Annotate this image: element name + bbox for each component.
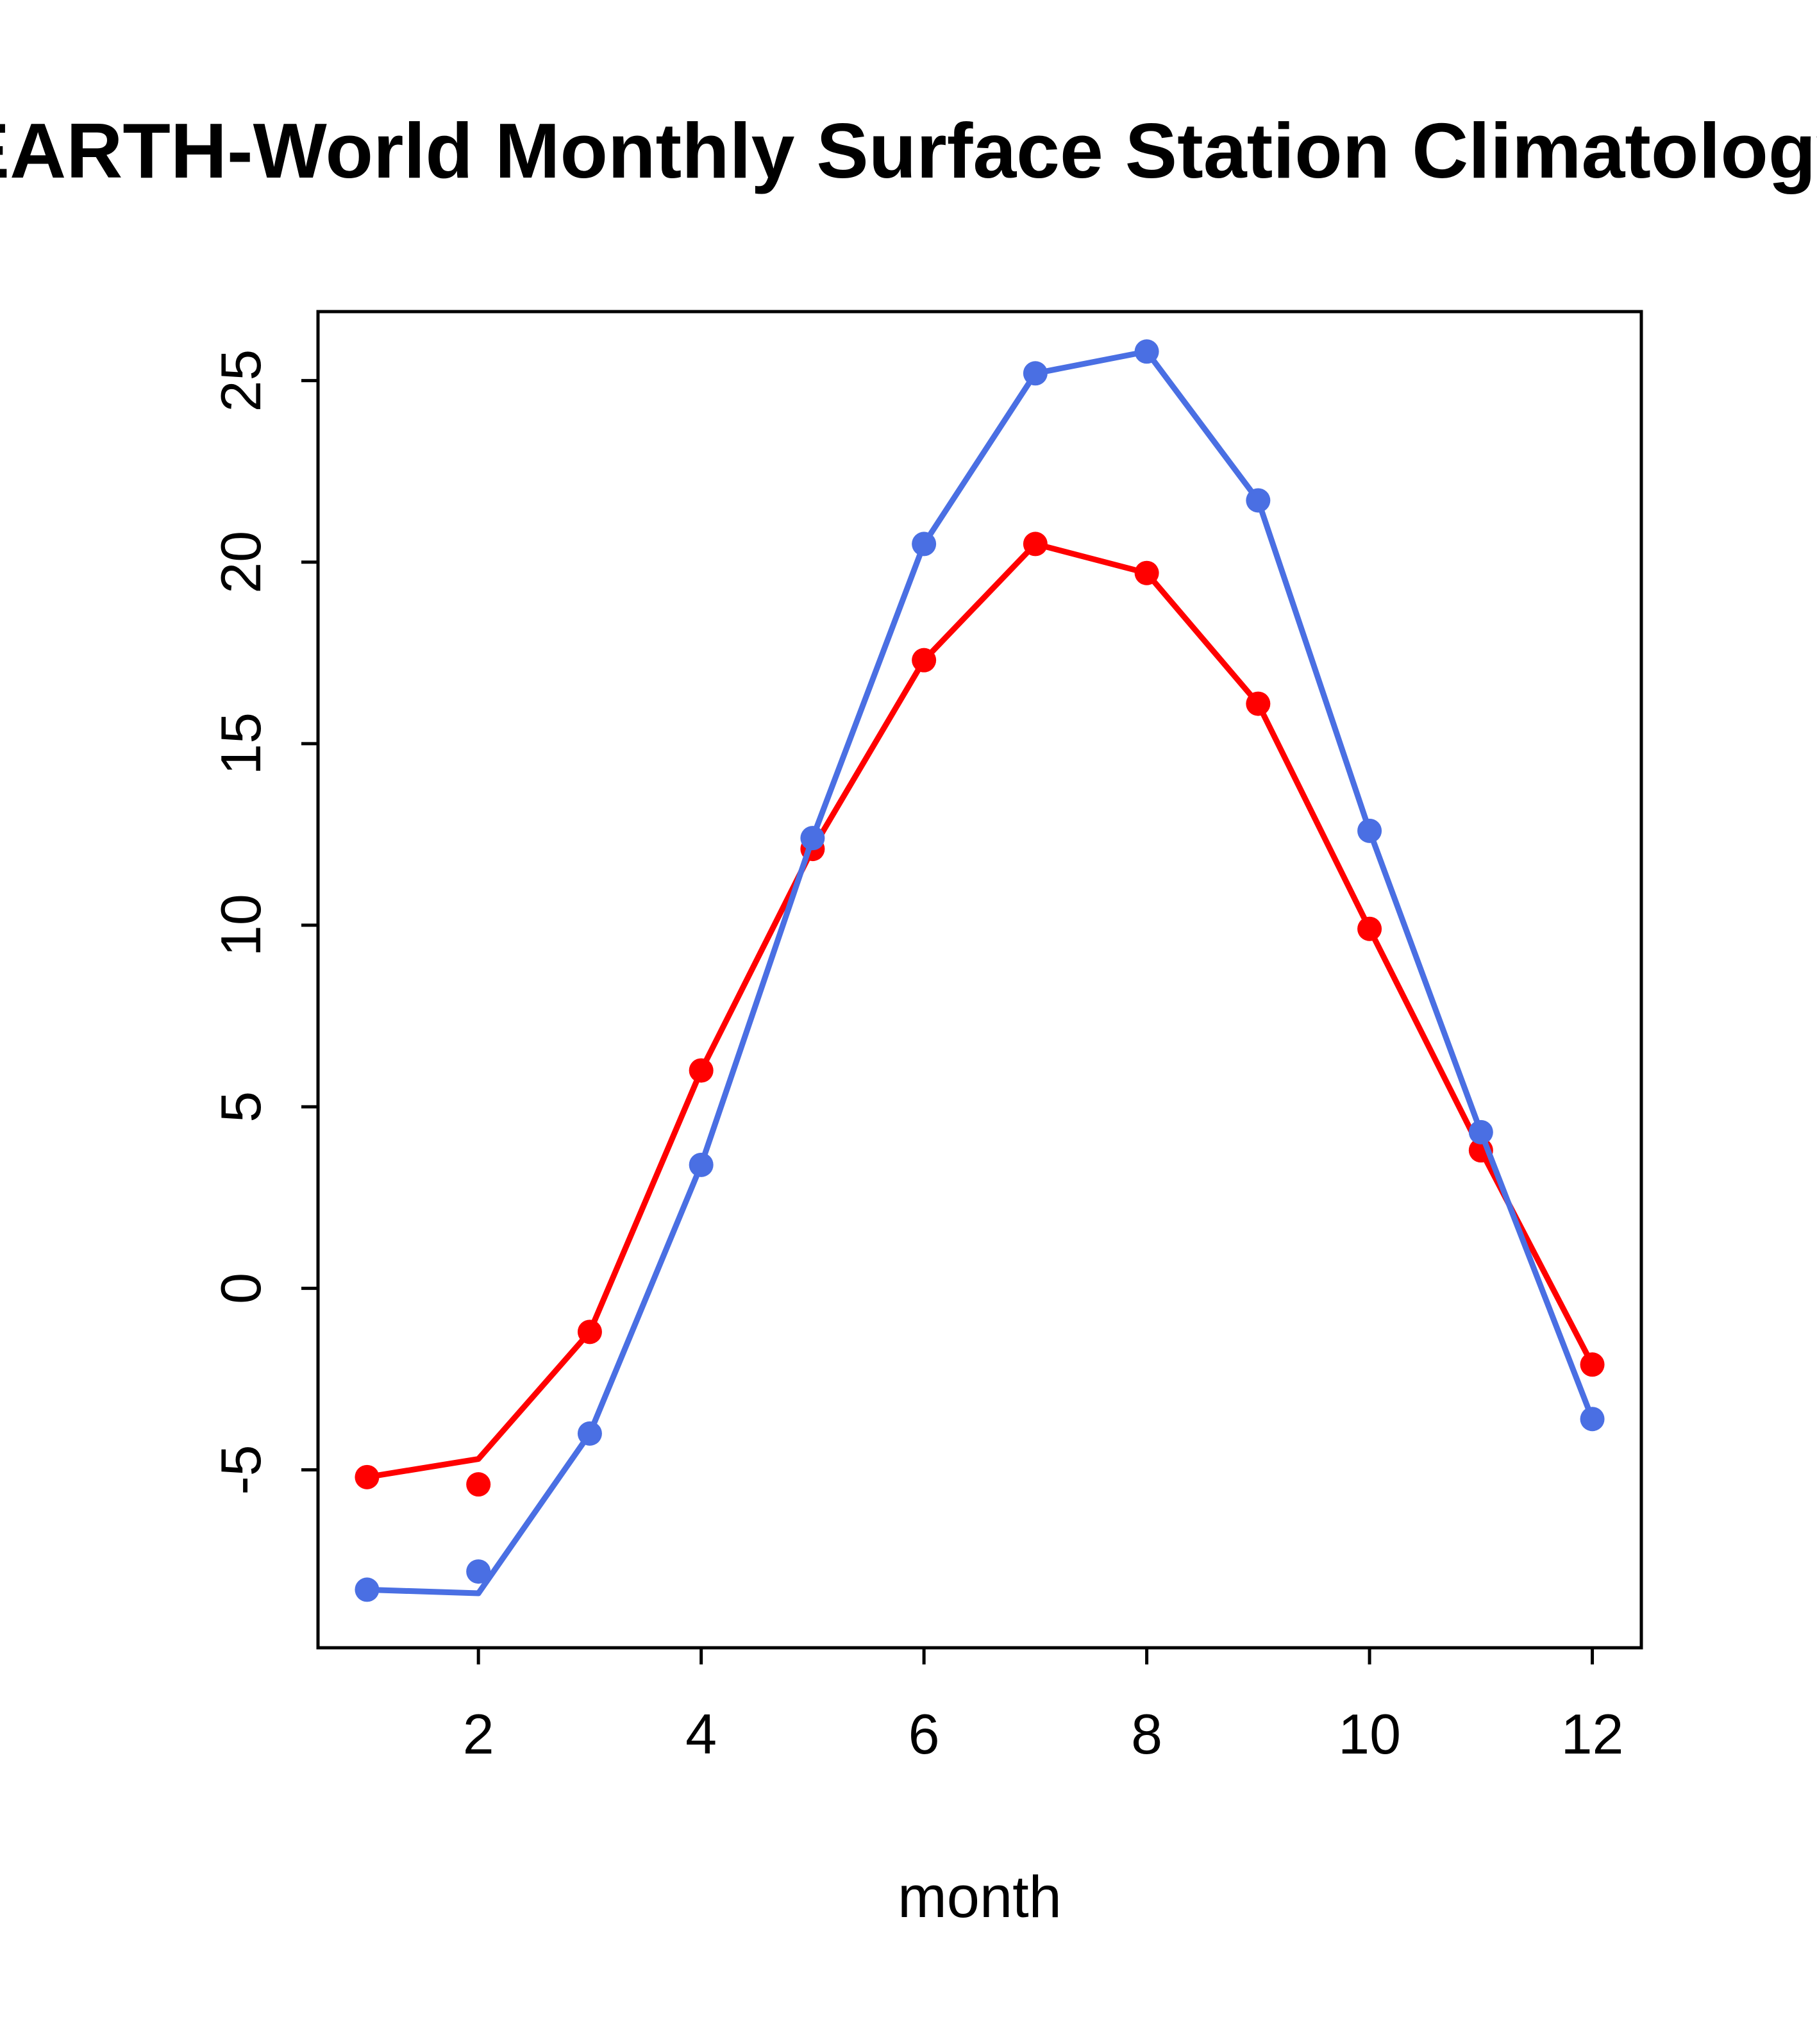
blue-series-line: [364, 348, 1596, 1596]
y-tick-label: 20: [209, 531, 272, 594]
y-tick-label: 25: [209, 349, 272, 412]
blue-series-point: [689, 1152, 714, 1177]
blue-series-point: [1468, 1119, 1493, 1144]
blue-series-point: [1580, 1407, 1605, 1432]
x-tick-label: 12: [1561, 1702, 1624, 1766]
y-tick-label: 5: [209, 1091, 272, 1123]
blue-series-point: [800, 826, 825, 851]
y-tick-label: 15: [209, 712, 272, 775]
red-series-point: [1134, 560, 1159, 585]
red-series-point: [912, 648, 937, 673]
blue-series-point: [577, 1421, 602, 1446]
red-series-point: [1023, 532, 1048, 557]
chart-title: EARTH-World Monthly Surface Station Clim…: [0, 107, 1817, 194]
red-series-point: [1580, 1352, 1605, 1377]
red-series-point: [1246, 691, 1271, 716]
blue-series-point: [1357, 818, 1382, 843]
y-tick-label: 10: [209, 894, 272, 957]
blue-series-point: [912, 532, 937, 557]
x-tick-label: 2: [463, 1702, 494, 1766]
blue-series-point: [355, 1577, 380, 1602]
y-tick-label: 0: [209, 1273, 272, 1304]
blue-series-point: [466, 1559, 491, 1584]
red-series-point: [466, 1472, 491, 1497]
x-tick-label: 10: [1338, 1702, 1401, 1766]
y-tick-label: -5: [209, 1445, 272, 1495]
red-series-line: [364, 540, 1596, 1480]
red-series-point: [355, 1464, 380, 1489]
blue-series-point: [1246, 488, 1271, 513]
red-series-point: [689, 1058, 714, 1083]
red-series-point: [1357, 916, 1382, 941]
x-tick-label: 8: [1131, 1702, 1162, 1766]
x-tick-label: 6: [908, 1702, 940, 1766]
blue-series-point: [1023, 361, 1048, 386]
blue-series-point: [1134, 339, 1159, 364]
plot-box: [316, 310, 1643, 1650]
x-tick-label: 4: [685, 1702, 717, 1766]
x-axis-label: month: [898, 1864, 1062, 1930]
red-series-point: [577, 1319, 602, 1345]
